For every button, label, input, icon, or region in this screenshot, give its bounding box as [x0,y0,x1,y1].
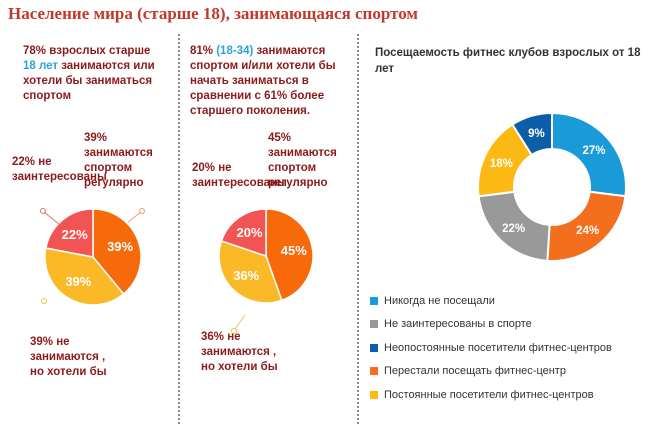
legend-swatch [370,343,378,352]
pie2-leader-dot [231,328,237,334]
legend-swatch [370,296,378,305]
pie1: 39% 39% 22% [44,208,142,306]
pie1-slice [92,208,142,296]
pie2-note-highlight: (18-34) [216,45,254,57]
donut-slice-label: 22% [502,223,525,235]
pie1-leader-dot [139,208,145,214]
pie2-slice [265,208,314,302]
pie1-leader-dot [41,298,47,304]
legend-item: Постоянные посетители фитнес-центров [370,387,612,402]
panel-divider [357,34,359,424]
pie1-note-text: 78% взрослых старше [23,45,151,57]
pie2-label-regular: 45% занимаются спортом регулярно [268,132,337,189]
pie2-label-want: 36% не занимаются , но хотели бы [201,331,278,373]
legend-label: Постоянные посетители фитнес-центров [384,388,594,401]
donut-slice-label: 24% [576,225,599,237]
pie2-note-text: 81% [190,45,217,57]
legend-item: Никогда не посещали [370,293,612,308]
pie1-slice [44,247,125,306]
legend-item: Неопостоянные посетители фитнес-центров [370,340,612,355]
pie2-chart: 45% 36% 20% [218,208,314,334]
pie1-chart: 39% 39% 22% [40,208,145,306]
legend-swatch [370,320,378,328]
donut: 27% 24% 22% 18% 9% [477,111,627,262]
legend-item: Не заинтересованы в спорте [370,317,612,332]
legend-label: Перестали посещать фитнес-центр [384,365,566,377]
pie2-slice-label: 45% [281,243,307,258]
legend-label: Никогда не посещали [384,294,495,307]
page-title: Население мира (старше 18), занимающаяся… [8,4,418,23]
pie2-leader-line [234,314,246,330]
pie1-leader-line [43,211,61,226]
pie2-slice [220,208,267,258]
pie1-label-regular: 39% занимаются спортом регулярно [84,132,153,189]
pie1-leader-dot [40,208,46,214]
pie1-note-text: занимаются или хотели бы заниматься спор… [23,60,155,102]
pie1-slice [44,208,94,258]
pie1-leader-line [127,211,142,223]
donut-slice-label: 27% [582,145,605,157]
pie1-slice-label: 22% [62,227,88,242]
pie1-label-want: 39% не занимаются , но хотели бы [30,336,107,378]
pie1-slice-label: 39% [65,274,91,289]
donut-chart: 27% 24% 22% 18% 9% [477,111,627,262]
legend-label: Не заинтересованы в спорте [384,318,532,330]
legend-label: Неопостоянные посетители фитнес-центров [384,341,612,354]
donut-slice-label: 9% [528,128,545,140]
donut-title: Посещаемость фитнес клубов взрослых от 1… [375,47,641,75]
pie1-slice-label: 39% [107,239,133,254]
pie2-slice-label: 36% [233,268,259,283]
donut-slice [551,111,627,198]
donut-slice [510,111,553,157]
donut-slice-label: 18% [490,158,513,170]
legend-swatch [370,390,378,399]
pie2-note: 81% (18-34) занимаются спортом и/или хот… [190,44,352,119]
pie1-note: 78% взрослых старше 18 лет занимаются ил… [23,44,163,104]
legend-item: Перестали посещать фитнес-центр [370,364,612,379]
pie2-slice-label: 20% [237,225,263,240]
panel-divider [178,34,180,424]
pie1-note-highlight: 18 лет [23,60,59,72]
pie2-note-text: занимаются спортом и/или хотели бы начат… [190,45,336,117]
legend-swatch [370,367,378,375]
donut-legend: Никогда не посещали Не заинтересованы в с… [370,293,612,411]
pie2: 45% 36% 20% [218,208,314,304]
